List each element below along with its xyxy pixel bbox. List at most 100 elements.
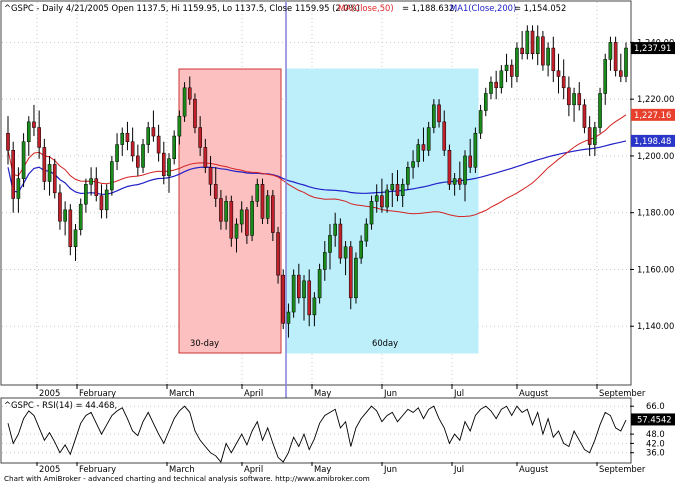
candle — [447, 144, 452, 190]
candle-body-up — [406, 167, 410, 185]
price-tick-label: 1,200.00 — [637, 151, 674, 161]
candle — [234, 218, 239, 253]
candle — [374, 184, 379, 213]
candle-body-down — [276, 232, 280, 276]
candle-body-down — [421, 144, 426, 151]
candle — [99, 184, 104, 219]
candle — [535, 25, 540, 66]
candle — [193, 93, 197, 134]
candle — [312, 292, 317, 327]
candle-body-down — [156, 135, 161, 154]
candle-body-up — [110, 161, 114, 191]
candle-body-down — [618, 70, 623, 77]
candle — [78, 198, 83, 236]
candle — [84, 178, 88, 213]
candle-body-up — [63, 209, 67, 222]
month-label: May — [314, 388, 331, 398]
candle-body-up — [73, 229, 78, 248]
candle-body-down — [442, 121, 447, 151]
candle — [421, 127, 426, 162]
candle-body-down — [6, 132, 10, 151]
rsi-gridlines — [2, 405, 630, 454]
candle — [380, 178, 384, 213]
candle — [452, 172, 457, 196]
candle-body-down — [187, 87, 192, 100]
candle-body-up — [172, 135, 176, 160]
candle-body-down — [348, 246, 353, 299]
month-label: Jun — [383, 464, 397, 474]
candle-body-up — [26, 121, 31, 142]
candle-body-up — [426, 127, 431, 151]
candle — [239, 201, 244, 233]
month-label: April — [244, 464, 263, 474]
candle-body-down — [161, 152, 166, 177]
month-label: February — [79, 464, 116, 474]
candle — [582, 99, 587, 134]
price-axis: 1,240.001,220.001,200.001,180.001,160.00… — [630, 37, 675, 331]
rsi-line — [7, 405, 627, 463]
candle-body-up — [239, 209, 244, 225]
candle-body-down — [509, 64, 514, 77]
candle-body-up — [115, 144, 119, 162]
rsi-marker-label: 57.4542 — [637, 414, 672, 424]
month-axis-rsi: 2005 February March April May Jun Jul August Sep… — [36, 462, 646, 474]
candle-body-down — [136, 155, 140, 168]
candle — [177, 110, 182, 145]
candle — [208, 155, 213, 196]
candle-body-down — [297, 274, 301, 299]
candle — [229, 195, 234, 247]
ma200-path — [7, 140, 627, 195]
candle — [572, 87, 576, 122]
rsi-marker — [631, 413, 675, 426]
candle-body-up — [463, 155, 467, 185]
candle-body-up — [598, 93, 602, 128]
candle — [525, 25, 530, 60]
candle — [561, 59, 566, 100]
candle — [68, 204, 73, 256]
ma200-legend-label: MA1(Close,200) — [450, 3, 516, 13]
candle — [73, 224, 78, 261]
candle-body-down — [193, 98, 197, 128]
candle — [473, 127, 478, 173]
candle — [94, 167, 99, 202]
candle-body-down — [229, 201, 234, 239]
candle-body-up — [624, 47, 628, 77]
candle — [141, 138, 145, 173]
candle-body-up — [535, 36, 540, 54]
candle — [618, 53, 623, 83]
candle — [161, 141, 166, 185]
candle-body-down — [447, 149, 452, 185]
ma200-line — [7, 140, 627, 195]
candle-body-down — [42, 147, 47, 182]
candle-body-up — [374, 195, 379, 202]
candle — [442, 110, 447, 156]
candle-body-up — [177, 115, 182, 137]
candle-body-up — [302, 280, 306, 299]
candle — [541, 31, 545, 71]
candle — [489, 76, 493, 100]
candle — [26, 116, 31, 156]
symbol-summary: ^GSPC - Daily 4/21/2005 Open 1137.5, Hi … — [4, 3, 360, 13]
candle — [120, 127, 125, 156]
candle-body-up — [16, 178, 21, 199]
rsi-axis: 66.0 48.042.036.0 57.4542 — [630, 401, 675, 458]
candle — [369, 195, 374, 230]
candle — [530, 25, 535, 60]
candle-body-down — [260, 184, 265, 219]
candle-body-down — [281, 274, 286, 324]
price-tick-label: 1,140.00 — [637, 321, 674, 331]
candle — [104, 184, 109, 219]
candle — [260, 178, 265, 225]
candle-body-down — [380, 195, 384, 208]
candle — [255, 178, 260, 208]
candle-body-down — [458, 178, 462, 185]
candle — [385, 184, 389, 213]
candle-body-down — [541, 36, 545, 66]
price-tick-label: 1,220.00 — [637, 94, 674, 104]
candle-body-down — [551, 47, 556, 72]
candle-body-down — [245, 209, 249, 236]
month-label: May — [314, 464, 331, 474]
candle-body-down — [271, 195, 275, 233]
ma50-legend-label: MA(Close,50) — [338, 3, 394, 13]
